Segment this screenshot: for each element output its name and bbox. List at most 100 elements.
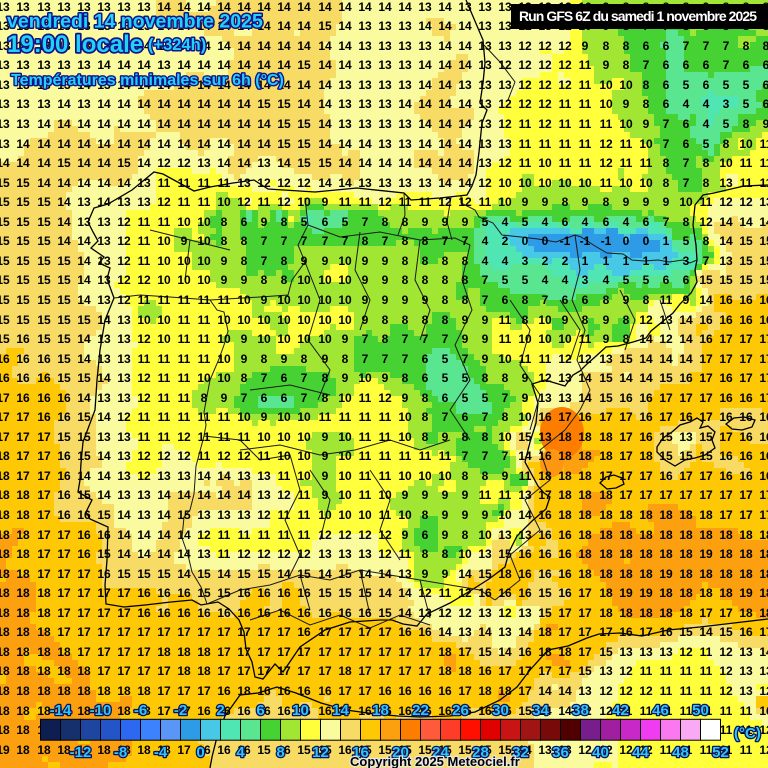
svg-text:16: 16 xyxy=(498,586,512,600)
svg-text:13: 13 xyxy=(498,78,512,92)
svg-text:14: 14 xyxy=(117,528,131,542)
svg-text:13: 13 xyxy=(257,488,271,502)
svg-text:8: 8 xyxy=(462,430,469,444)
svg-text:14: 14 xyxy=(137,97,151,111)
svg-text:17: 17 xyxy=(699,606,713,620)
svg-text:12: 12 xyxy=(257,176,271,190)
svg-text:13: 13 xyxy=(358,19,372,33)
svg-text:15: 15 xyxy=(16,254,30,268)
svg-text:16: 16 xyxy=(297,684,311,698)
svg-text:14: 14 xyxy=(77,156,91,170)
svg-text:34: 34 xyxy=(532,702,549,719)
svg-text:10: 10 xyxy=(338,254,352,268)
svg-text:11: 11 xyxy=(218,176,231,190)
svg-text:12: 12 xyxy=(237,449,251,463)
svg-text:14: 14 xyxy=(257,0,271,14)
svg-text:8: 8 xyxy=(482,469,489,483)
svg-text:17: 17 xyxy=(338,684,352,698)
svg-text:15: 15 xyxy=(97,508,111,522)
svg-text:10: 10 xyxy=(297,410,311,424)
svg-text:13: 13 xyxy=(659,645,673,659)
svg-text:18: 18 xyxy=(57,704,71,718)
svg-text:13: 13 xyxy=(37,78,51,92)
svg-text:12: 12 xyxy=(137,371,151,385)
svg-text:15: 15 xyxy=(739,254,753,268)
svg-text:17: 17 xyxy=(759,352,768,366)
svg-text:15: 15 xyxy=(538,586,552,600)
svg-text:18: 18 xyxy=(16,488,30,502)
svg-text:12: 12 xyxy=(458,586,472,600)
svg-text:12: 12 xyxy=(438,195,452,209)
svg-text:18: 18 xyxy=(16,743,30,757)
svg-text:13: 13 xyxy=(719,176,733,190)
svg-text:14: 14 xyxy=(458,97,472,111)
svg-text:10: 10 xyxy=(177,215,191,229)
svg-text:18: 18 xyxy=(16,664,30,678)
svg-text:17: 17 xyxy=(558,606,572,620)
svg-text:17: 17 xyxy=(739,332,753,346)
svg-text:16: 16 xyxy=(438,704,452,718)
svg-text:13: 13 xyxy=(478,117,492,131)
svg-text:14: 14 xyxy=(699,293,713,307)
svg-text:17: 17 xyxy=(659,391,673,405)
svg-text:18: 18 xyxy=(739,567,753,581)
svg-text:13: 13 xyxy=(0,39,10,53)
svg-text:14: 14 xyxy=(418,58,432,72)
svg-text:15: 15 xyxy=(338,567,352,581)
svg-text:14: 14 xyxy=(338,58,352,72)
svg-text:15: 15 xyxy=(57,313,71,327)
svg-text:10: 10 xyxy=(277,410,291,424)
svg-text:16: 16 xyxy=(558,586,572,600)
svg-text:12: 12 xyxy=(117,254,131,268)
svg-text:13: 13 xyxy=(518,606,532,620)
svg-text:16: 16 xyxy=(538,449,552,463)
svg-text:13: 13 xyxy=(37,97,51,111)
svg-text:14: 14 xyxy=(77,469,91,483)
svg-text:14: 14 xyxy=(318,176,332,190)
svg-text:18: 18 xyxy=(578,430,592,444)
svg-text:13: 13 xyxy=(117,19,131,33)
svg-text:8: 8 xyxy=(301,352,308,366)
svg-text:11: 11 xyxy=(720,743,733,757)
svg-text:9: 9 xyxy=(482,332,489,346)
svg-text:15: 15 xyxy=(759,234,768,248)
svg-text:1: 1 xyxy=(582,254,589,268)
svg-text:13: 13 xyxy=(117,195,131,209)
svg-text:17: 17 xyxy=(699,371,713,385)
svg-text:14: 14 xyxy=(538,684,552,698)
svg-text:12: 12 xyxy=(277,547,291,561)
svg-text:8: 8 xyxy=(522,313,529,327)
svg-text:13: 13 xyxy=(478,137,492,151)
svg-text:4: 4 xyxy=(482,254,489,268)
svg-text:9: 9 xyxy=(241,273,248,287)
svg-text:6: 6 xyxy=(582,293,589,307)
svg-text:16: 16 xyxy=(297,625,311,639)
svg-text:7: 7 xyxy=(683,176,690,190)
svg-text:12: 12 xyxy=(137,273,151,287)
svg-text:11: 11 xyxy=(258,528,271,542)
svg-text:11: 11 xyxy=(278,528,291,542)
svg-text:13: 13 xyxy=(338,117,352,131)
svg-text:7: 7 xyxy=(362,215,369,229)
svg-text:7: 7 xyxy=(703,39,710,53)
svg-text:11: 11 xyxy=(198,352,211,366)
svg-text:8: 8 xyxy=(562,195,569,209)
svg-text:11: 11 xyxy=(700,195,713,209)
svg-text:18: 18 xyxy=(639,567,653,581)
svg-text:-10: -10 xyxy=(90,702,112,719)
svg-text:16: 16 xyxy=(759,293,768,307)
svg-text:17: 17 xyxy=(358,684,372,698)
svg-text:14: 14 xyxy=(157,547,171,561)
svg-text:18: 18 xyxy=(759,606,768,620)
svg-text:16: 16 xyxy=(137,586,151,600)
svg-text:13: 13 xyxy=(97,332,111,346)
svg-text:14: 14 xyxy=(237,488,251,502)
svg-text:17: 17 xyxy=(599,469,613,483)
svg-text:17: 17 xyxy=(16,430,30,444)
svg-text:14: 14 xyxy=(297,97,311,111)
svg-text:6: 6 xyxy=(422,352,429,366)
svg-text:14: 14 xyxy=(277,78,291,92)
svg-text:12: 12 xyxy=(117,234,131,248)
svg-text:6: 6 xyxy=(703,78,710,92)
svg-text:14: 14 xyxy=(759,645,768,659)
